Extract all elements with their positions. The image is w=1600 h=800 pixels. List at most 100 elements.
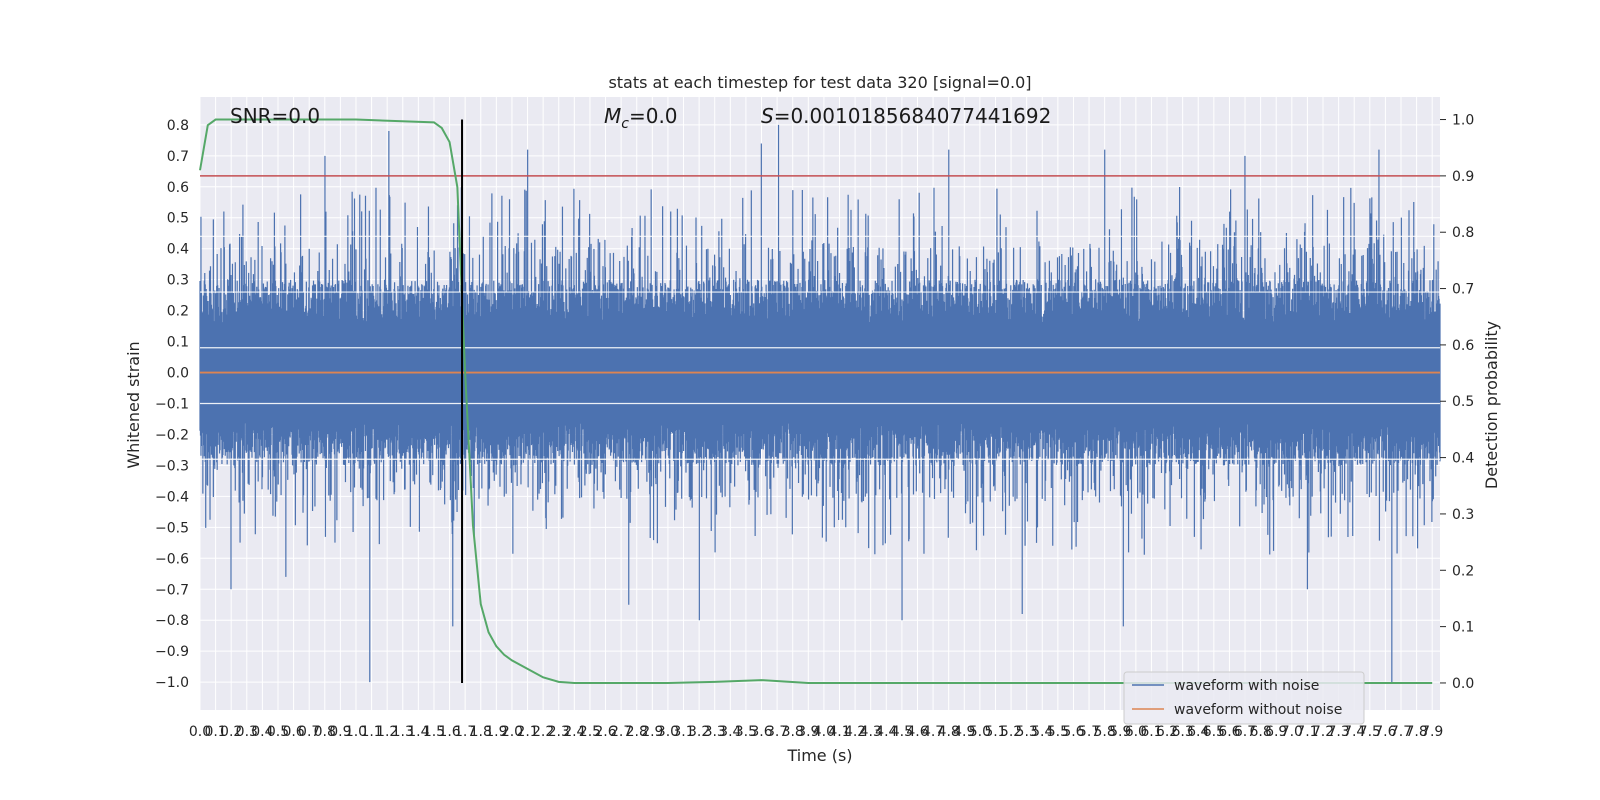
x-tick-label: 2.3	[548, 724, 570, 740]
x-tick-label: 7.8	[1405, 724, 1427, 740]
x-tick-label: 0.2	[220, 724, 242, 740]
y2-tick-labels: 1.0 0.9 0.8 0.7 0.6 0.5 0.4 0.3 0.2 0.1 0.0	[1440, 113, 1474, 692]
x-tick-label: 6.4	[1187, 724, 1209, 740]
x-tick-label: 2.1	[516, 724, 538, 740]
annotation-mc-value: =0.0	[629, 104, 678, 128]
annotation-snr: SNR=0.0	[230, 104, 320, 128]
y2-axis-label: Detection probability	[1482, 321, 1501, 489]
x-tick-label: 2.0	[501, 724, 523, 740]
x-tick-label: 1.8	[470, 724, 492, 740]
x-tick-label: 4.7	[922, 724, 944, 740]
x-tick-label: 5.4	[1031, 724, 1053, 740]
x-tick-label: 4.0	[813, 724, 835, 740]
annotation-mc-symbol: M	[604, 104, 621, 128]
y-tick-label: −0.3	[155, 458, 189, 474]
x-tick-label: 4.4	[875, 724, 897, 740]
x-tick-label: 3.5	[735, 724, 757, 740]
x-tick-label: 0.4	[251, 724, 273, 740]
x-tick-label: 0.8	[314, 724, 336, 740]
y-tick-labels: 0.8 0.7 0.6 0.5 0.4 0.3 0.2 0.1 0.0 −0.1 −0.2 −0.3 −…	[155, 118, 189, 691]
y-tick-label: −0.2	[155, 427, 189, 443]
x-tick-label: 6.0	[1125, 724, 1147, 740]
x-tick-label: 5.1	[984, 724, 1006, 740]
x-tick-label: 0.9	[329, 724, 351, 740]
x-tick-label: 5.7	[1078, 724, 1100, 740]
x-tick-label: 2.4	[563, 724, 585, 740]
y-tick-label: 0.2	[167, 304, 189, 320]
x-tick-label: 2.7	[610, 724, 632, 740]
x-tick-label: 7.0	[1281, 724, 1303, 740]
y-tick-label: −0.8	[155, 613, 189, 629]
y-tick-label: 0.8	[167, 118, 189, 134]
x-tick-label: 3.4	[719, 724, 741, 740]
y2-tick-label: 0.7	[1452, 282, 1474, 298]
annotation-s-symbol: S	[761, 104, 774, 128]
x-tick-label: 4.9	[953, 724, 975, 740]
x-tick-label: 1.4	[407, 724, 429, 740]
x-axis-label: Time (s)	[786, 746, 852, 765]
x-tick-label: 7.4	[1343, 724, 1365, 740]
noise-waveform-line	[199, 124, 1441, 683]
y-tick-label: 0.5	[167, 211, 189, 227]
y-tick-label: 0.6	[167, 180, 189, 196]
x-tick-label: 7.6	[1374, 724, 1396, 740]
x-tick-label: 3.7	[766, 724, 788, 740]
x-tick-label: 0.6	[282, 724, 304, 740]
y-tick-label: −0.6	[155, 551, 189, 567]
x-tick-label: 0.1	[204, 724, 226, 740]
x-tick-label: 5.8	[1094, 724, 1116, 740]
y-tick-label: −0.5	[155, 520, 189, 536]
y-axis-label: Whitened strain	[124, 341, 143, 468]
y2-tick-label: 0.9	[1452, 169, 1474, 185]
x-tick-label: 4.2	[844, 724, 866, 740]
x-tick-label: 3.1	[672, 724, 694, 740]
x-tick-label: 2.9	[641, 724, 663, 740]
y2-tick-label: 0.3	[1452, 507, 1474, 523]
annotation-mc: Mc=0.0	[604, 104, 678, 132]
x-tick-label: 3.0	[657, 724, 679, 740]
x-tick-label: 7.5	[1359, 724, 1381, 740]
y-tick-label: 0.4	[167, 242, 189, 258]
x-tick-label: 7.9	[1421, 724, 1443, 740]
y-tick-label: 0.3	[167, 273, 189, 289]
legend-box	[1123, 671, 1365, 725]
x-tick-label: 4.6	[906, 724, 928, 740]
y2-tick-label: 1.0	[1452, 113, 1474, 129]
y-tick-label: −0.4	[155, 489, 189, 505]
x-tick-label: 1.7	[454, 724, 476, 740]
x-tick-label: 5.9	[1109, 724, 1131, 740]
y-tick-label: −0.1	[155, 397, 189, 413]
y2-tick-label: 0.5	[1452, 394, 1474, 410]
x-tick-label: 7.7	[1390, 724, 1412, 740]
x-tick-label: 7.3	[1327, 724, 1349, 740]
y2-tick-label: 0.8	[1452, 225, 1474, 241]
x-tick-label: 4.8	[938, 724, 960, 740]
x-tick-labels: 0.00.10.20.30.40.50.60.70.80.91.01.11.21…	[189, 724, 1443, 740]
x-tick-label: 3.8	[782, 724, 804, 740]
annotation-s-value: =0.0010185684077441692	[774, 104, 1052, 128]
x-tick-label: 1.6	[438, 724, 460, 740]
x-tick-label: 3.3	[704, 724, 726, 740]
y-tick-label: −1.0	[155, 675, 189, 691]
x-tick-label: 6.3	[1172, 724, 1194, 740]
legend: waveform with noise waveform without noi…	[1123, 671, 1365, 725]
x-tick-label: 3.6	[750, 724, 772, 740]
detection-probability-line	[199, 118, 1433, 684]
x-tick-label: 4.3	[860, 724, 882, 740]
x-tick-label: 6.7	[1234, 724, 1256, 740]
y2-tick-label: 0.0	[1452, 676, 1474, 692]
x-tick-label: 3.9	[797, 724, 819, 740]
x-tick-label: 3.2	[688, 724, 710, 740]
x-tick-label: 4.1	[828, 724, 850, 740]
legend-label-noise: waveform with noise	[1174, 678, 1319, 694]
x-tick-label: 5.6	[1062, 724, 1084, 740]
x-tick-label: 1.1	[360, 724, 382, 740]
lines-layer	[199, 118, 1440, 684]
x-tick-label: 6.5	[1203, 724, 1225, 740]
y-tick-label: −0.9	[155, 644, 189, 660]
x-tick-label: 1.3	[392, 724, 414, 740]
x-tick-label: 0.0	[189, 724, 211, 740]
x-tick-label: 0.3	[236, 724, 258, 740]
x-tick-label: 2.5	[579, 724, 601, 740]
